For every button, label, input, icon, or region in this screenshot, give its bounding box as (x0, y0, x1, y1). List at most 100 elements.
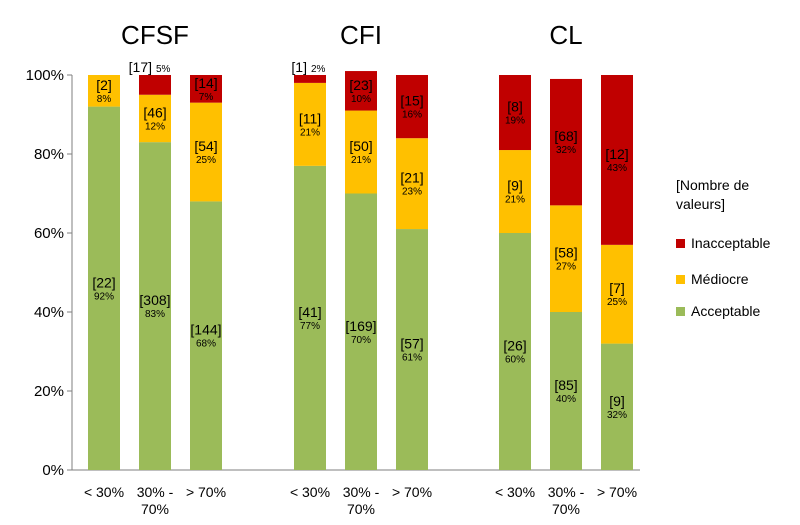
bar-segment-acceptable (601, 343, 633, 470)
bar-segment-acceptable (396, 229, 428, 470)
group-title: CFI (340, 20, 382, 50)
legend: [Nombre de valeurs] Inacceptable Médiocre… (676, 177, 771, 319)
percent-label: 2% (311, 64, 326, 75)
percent-label: 8% (97, 94, 112, 105)
percent-label: 32% (607, 410, 627, 421)
y-tick-label: 40% (34, 304, 64, 321)
percent-label: 25% (607, 297, 627, 308)
percent-label: 21% (351, 155, 371, 166)
percent-label: 83% (145, 309, 165, 320)
percent-label: 16% (402, 110, 422, 121)
count-label: [11] (299, 110, 321, 126)
count-label: [2] (96, 77, 112, 93)
bar-segment-mediocre (499, 150, 531, 233)
x-category-label: < 30% (495, 484, 535, 500)
bar-segment-mediocre (190, 102, 222, 202)
bar-segment-acceptable (550, 312, 582, 470)
count-label: [41] (298, 304, 321, 320)
count-label: [15] (400, 93, 423, 109)
bar-segment-acceptable (139, 142, 171, 470)
percent-label: 68% (196, 339, 216, 350)
count-label: [14] (194, 75, 217, 91)
percent-label: 5% (156, 64, 171, 75)
percent-label: 32% (556, 145, 576, 156)
percent-label: 7% (199, 92, 214, 103)
x-category-label: 30% -70% (343, 484, 380, 517)
percent-label: 70% (351, 335, 371, 346)
percent-label: 25% (196, 155, 216, 166)
count-label: [8] (507, 99, 523, 115)
x-category-label: > 70% (597, 484, 637, 500)
percent-label: 21% (505, 195, 525, 206)
percent-label: 21% (300, 127, 320, 138)
count-label: [22] (92, 274, 115, 290)
bar-segment-acceptable (294, 165, 326, 470)
bar-segment-mediocre (396, 138, 428, 230)
bar-segment-acceptable (499, 233, 531, 470)
bar-segment-inacceptable (550, 78, 582, 206)
bar-segment-mediocre (601, 244, 633, 344)
x-category-label: > 70% (392, 484, 432, 500)
y-tick-label: 0% (42, 462, 64, 479)
count-label: [21] (400, 170, 423, 186)
percent-label: 77% (300, 321, 320, 332)
percent-label: 23% (402, 187, 422, 198)
count-label: [85] (554, 377, 577, 393)
count-label: [46] (143, 104, 166, 120)
bar-segment-inacceptable (294, 75, 326, 83)
percent-label: 27% (556, 262, 576, 273)
bar-segment-mediocre (88, 75, 120, 107)
legend-swatch (676, 239, 685, 248)
x-category-label: < 30% (290, 484, 330, 500)
bar-segment-inacceptable (139, 75, 171, 95)
bar-segment-acceptable (190, 201, 222, 470)
percent-label: 40% (556, 394, 576, 405)
percent-label: 61% (402, 353, 422, 364)
count-label: [169] (345, 318, 376, 334)
bar-segment-mediocre (139, 94, 171, 143)
y-tick-label: 20% (34, 383, 64, 400)
percent-label: 43% (607, 163, 627, 174)
bar-segment-mediocre (345, 110, 377, 194)
bar-segment-acceptable (88, 106, 120, 470)
count-label: [17] (129, 59, 152, 75)
group-title: CFSF (121, 20, 189, 50)
legend-swatch (676, 275, 685, 284)
percent-label: 19% (505, 116, 525, 127)
y-tick-label: 100% (26, 67, 64, 84)
percent-label: 10% (351, 94, 371, 105)
x-category-label: 30% -70% (137, 484, 174, 517)
count-label: [68] (554, 128, 577, 144)
y-tick-label: 80% (34, 146, 64, 163)
bar-segment-mediocre (294, 82, 326, 166)
bar-segment-mediocre (550, 205, 582, 312)
count-label: [1] (291, 59, 307, 75)
count-label: [12] (605, 146, 628, 162)
count-label: [23] (349, 77, 372, 93)
bars-area: CFSF [22]92% [2]8% < 30% [308]83% [46]12% [17]… (84, 20, 637, 517)
count-label: [144] (190, 322, 221, 338)
x-category-label: < 30% (84, 484, 124, 500)
count-label: [54] (194, 138, 217, 154)
legend-swatch (676, 307, 685, 316)
count-label: [57] (400, 336, 423, 352)
count-label: [9] (507, 178, 523, 194)
bar-segment-inacceptable (190, 75, 222, 103)
legend-title-line-2: valeurs] (676, 196, 725, 212)
legend-title-line-1: [Nombre de (676, 177, 749, 193)
percent-label: 12% (145, 121, 165, 132)
bar-segment-inacceptable (601, 75, 633, 245)
count-label: [9] (609, 393, 625, 409)
x-category-label: 30% -70% (548, 484, 585, 517)
bar-segment-inacceptable (396, 75, 428, 139)
percent-label: 92% (94, 291, 114, 302)
bar-segment-acceptable (345, 193, 377, 470)
legend-label: Inacceptable (691, 235, 771, 251)
count-label: [58] (554, 245, 577, 261)
legend-label: Médiocre (691, 271, 749, 287)
count-label: [50] (349, 138, 372, 154)
bar-segment-inacceptable (499, 75, 531, 151)
bar-segment-inacceptable (345, 71, 377, 111)
legend-label: Acceptable (691, 303, 760, 319)
